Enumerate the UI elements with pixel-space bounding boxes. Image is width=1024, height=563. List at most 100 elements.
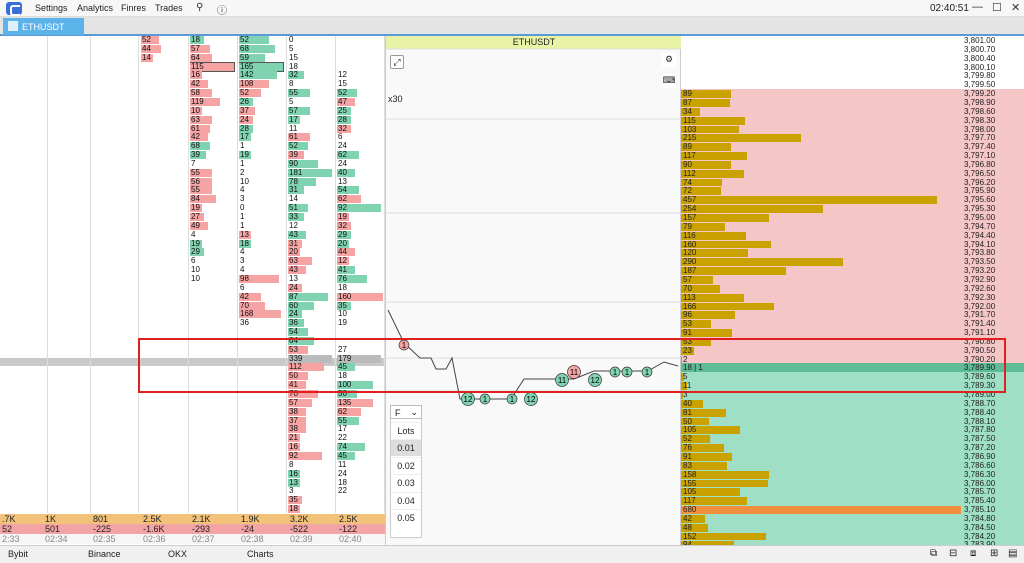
order-book-row[interactable]: 89 3,797.40	[681, 142, 1024, 152]
order-book-row[interactable]: 103 3,798.00	[681, 124, 1024, 134]
volume-bar	[681, 497, 747, 506]
order-book-row[interactable]: 290 3,793.50	[681, 257, 1024, 267]
order-book-row[interactable]: 96 3,791.70	[681, 310, 1024, 320]
maximize-button[interactable]: ☐	[992, 2, 1002, 14]
order-book-row[interactable]: 187 3,793.20	[681, 266, 1024, 276]
lot-option[interactable]: 0.04	[391, 491, 421, 509]
order-book-row[interactable]: 457 3,795.60	[681, 195, 1024, 205]
order-book-row[interactable]: 18 | 1 3,789.90	[681, 363, 1024, 373]
window-icon[interactable]: ⧈	[970, 548, 977, 559]
order-book-row[interactable]: 52 3,787.50	[681, 434, 1024, 444]
order-book-row[interactable]: 76 3,787.20	[681, 443, 1024, 453]
order-book-row[interactable]: 112 3,796.50	[681, 168, 1024, 178]
order-book-row[interactable]: 3,799.50	[681, 80, 1024, 90]
mute-icon[interactable]: ⚲	[196, 2, 204, 13]
order-book-row[interactable]: 79 3,794.70	[681, 221, 1024, 231]
order-book-row[interactable]: 215 3,797.70	[681, 133, 1024, 143]
order-book-row[interactable]: 3,799.80	[681, 71, 1024, 81]
order-book-row[interactable]: 680 3,785.10	[681, 505, 1024, 515]
order-book-row[interactable]: 11 3,789.30	[681, 381, 1024, 391]
order-book-row[interactable]: 81 3,788.40	[681, 407, 1024, 417]
volume-bar	[681, 293, 745, 302]
order-book-row[interactable]: 57 3,792.90	[681, 274, 1024, 284]
order-book-row[interactable]: 5 3,789.60	[681, 372, 1024, 382]
tab-charts[interactable]: Charts	[247, 549, 274, 559]
volume-bar	[681, 231, 746, 240]
order-book-row[interactable]: 91 3,786.90	[681, 451, 1024, 461]
order-book-row[interactable]: 3 3,789.00	[681, 390, 1024, 399]
tab-okx[interactable]: OKX	[168, 549, 188, 559]
split-icon[interactable]: ⊞	[990, 548, 999, 559]
lot-option[interactable]: 0.01	[391, 439, 421, 456]
minimize-button[interactable]: —	[972, 1, 983, 13]
trade-bubble	[641, 366, 653, 378]
order-book-row[interactable]: 72 3,795.90	[681, 186, 1024, 196]
price-level: 3,798.90	[964, 97, 996, 107]
tape-cell: 41	[288, 381, 306, 390]
order-book-row[interactable]: 105 3,787.80	[681, 425, 1024, 435]
order-book-row[interactable]: 117 3,785.40	[681, 496, 1024, 506]
tape-cell: 3	[240, 194, 245, 204]
order-book-row[interactable]: 115 3,798.30	[681, 115, 1024, 125]
tab-binance[interactable]: Binance	[88, 549, 121, 559]
order-book-row[interactable]: 155 3,786.00	[681, 478, 1024, 488]
order-book-row[interactable]: 254 3,795.30	[681, 204, 1024, 214]
order-book-row[interactable]: 158 3,786.30	[681, 469, 1024, 479]
tab-bybit[interactable]: Bybit	[8, 549, 29, 559]
tab-ethusdt[interactable]: ETHUSDT	[3, 18, 84, 35]
order-book-row[interactable]: 23 3,790.50	[681, 345, 1024, 355]
tape-cell: 32	[337, 221, 351, 230]
order-book-row[interactable]: 166 3,792.00	[681, 301, 1024, 311]
order-book-row[interactable]: 90 3,796.80	[681, 159, 1024, 169]
layout-icon[interactable]: ⊟	[949, 548, 958, 559]
menu-settings[interactable]: Settings	[35, 3, 68, 13]
order-book-row[interactable]: 3,800.70	[681, 44, 1024, 54]
order-book-row[interactable]: 87 3,798.90	[681, 97, 1024, 107]
order-book-row[interactable]: 42 3,784.80	[681, 513, 1024, 523]
menu-analytics[interactable]: Analytics	[77, 3, 114, 13]
order-volume: 87	[683, 97, 692, 107]
tape-cell: 135	[337, 398, 373, 407]
order-book-row[interactable]: 120 3,793.80	[681, 248, 1024, 258]
lot-option[interactable]: 0.03	[391, 474, 421, 491]
order-book-row[interactable]: 3,800.10	[681, 62, 1024, 72]
order-book-row[interactable]: 157 3,795.00	[681, 213, 1024, 222]
order-book-row[interactable]: 50 3,788.10	[681, 416, 1024, 426]
price-level: 3,792.60	[964, 283, 996, 293]
order-book-row[interactable]: 48 3,784.50	[681, 522, 1024, 532]
close-button[interactable]: ✕	[1011, 2, 1021, 14]
order-book-row[interactable]: 3,800.40	[681, 53, 1024, 63]
volume-bar	[681, 417, 709, 426]
order-book-row[interactable]: 53 3,790.80	[681, 336, 1024, 346]
order-book-row[interactable]: 34 3,798.60	[681, 106, 1024, 116]
order-book-row[interactable]: 91 3,791.10	[681, 328, 1024, 338]
lot-type-select[interactable]: F ⌄	[390, 405, 422, 419]
lot-option[interactable]: 0.02	[391, 456, 421, 474]
menu-trades[interactable]: Trades	[155, 3, 183, 13]
order-book-row[interactable]: 2 3,790.20	[681, 354, 1024, 364]
order-book-row[interactable]: 160 3,794.10	[681, 239, 1024, 249]
order-book-row[interactable]: 113 3,792.30	[681, 292, 1024, 302]
keyboard-icon[interactable]: ⌨	[662, 74, 676, 88]
help-icon[interactable]: ⓘ	[217, 6, 227, 17]
order-book-row[interactable]: 74 3,796.20	[681, 177, 1024, 187]
order-book-row[interactable]: 89 3,799.20	[681, 89, 1024, 99]
order-book-row[interactable]: 116 3,794.40	[681, 230, 1024, 240]
order-book-row[interactable]: 70 3,792.60	[681, 283, 1024, 293]
order-book-row[interactable]: 83 3,786.60	[681, 460, 1024, 470]
order-book-row[interactable]: 53 3,791.40	[681, 319, 1024, 329]
gear-icon[interactable]: ⚙	[662, 53, 676, 67]
order-book-row[interactable]: 3,801.00	[681, 36, 1024, 45]
order-book-row[interactable]: 105 3,785.70	[681, 487, 1024, 497]
order-book-row[interactable]: 94 3,783.90	[681, 540, 1024, 545]
order-book-row[interactable]: 152 3,784.20	[681, 531, 1024, 541]
draw-icon[interactable]: ⤢	[390, 55, 404, 69]
order-volume: 103	[683, 124, 697, 134]
columns-icon[interactable]: ▤	[1008, 548, 1018, 559]
menu-finres[interactable]: Finres	[121, 3, 147, 13]
order-book-row[interactable]: 117 3,797.10	[681, 151, 1024, 161]
screenshot-icon[interactable]: ⧉	[930, 548, 938, 559]
lot-option[interactable]: 0.05	[391, 509, 421, 526]
order-book-row[interactable]: 40 3,788.70	[681, 398, 1024, 408]
